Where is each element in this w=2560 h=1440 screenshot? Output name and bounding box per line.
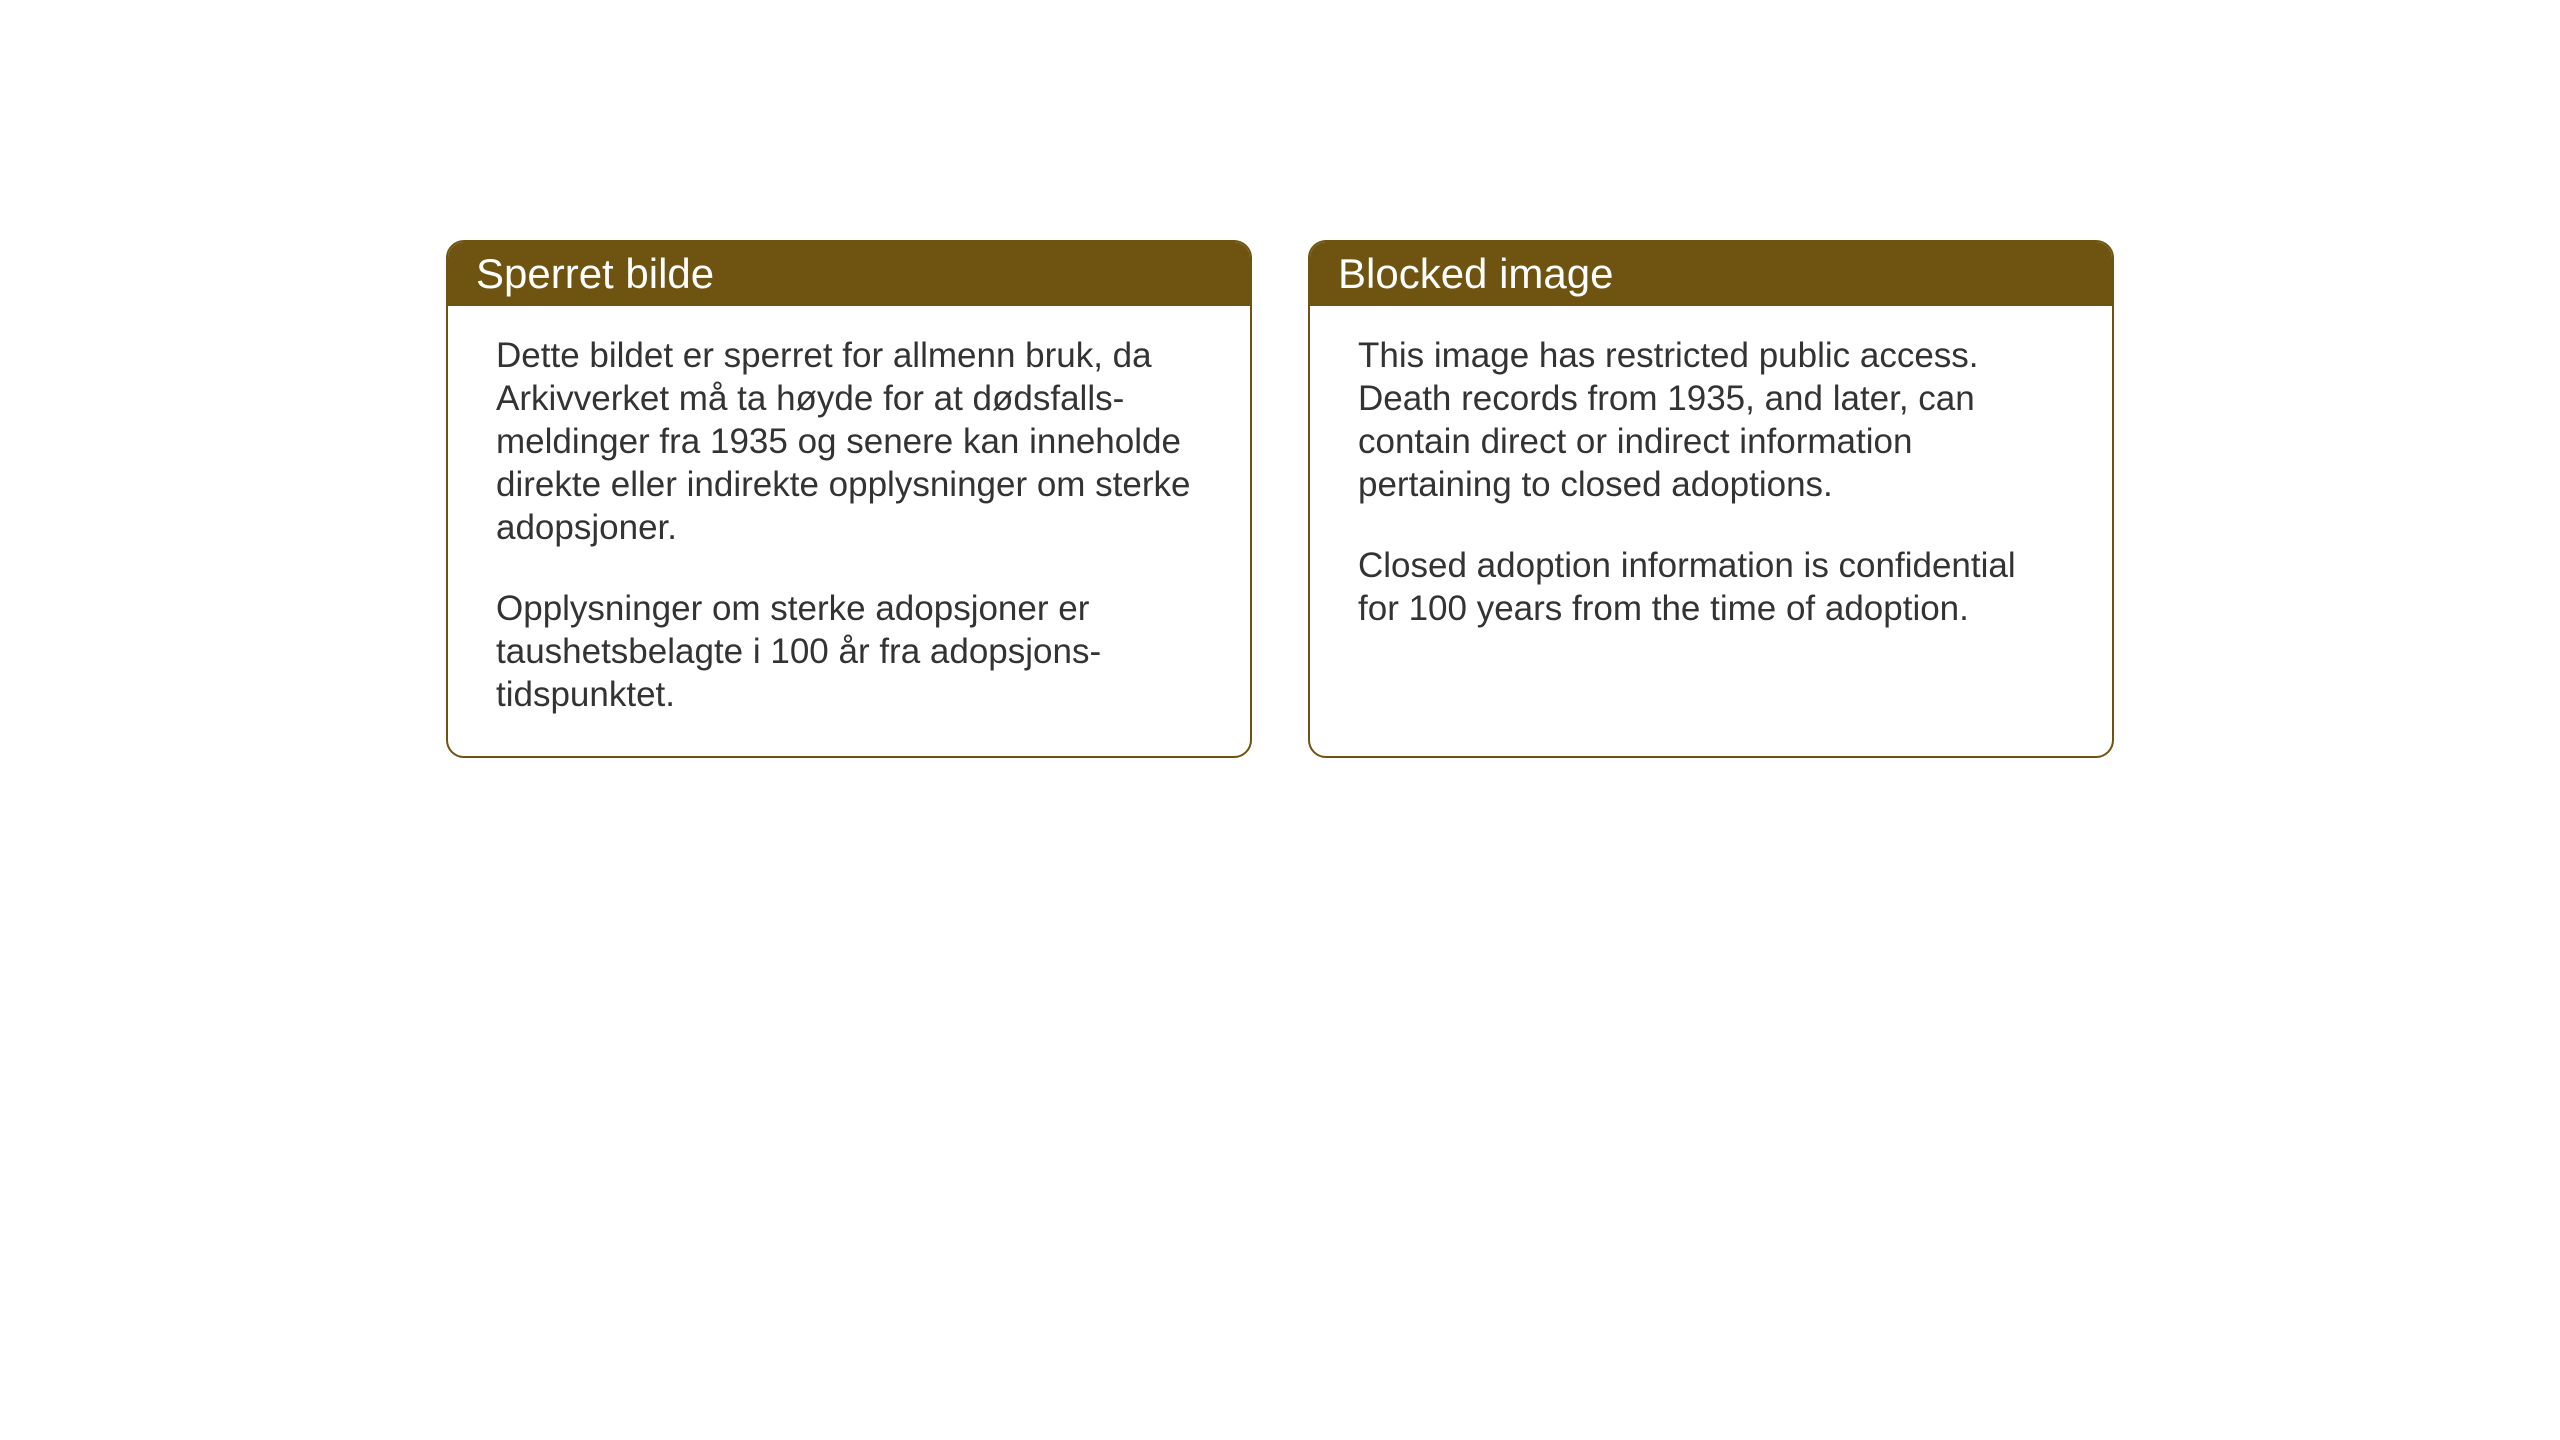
card-title: Blocked image — [1338, 250, 1613, 297]
card-header: Blocked image — [1310, 242, 2112, 306]
notice-container: Sperret bilde Dette bildet er sperret fo… — [446, 240, 2114, 758]
card-header: Sperret bilde — [448, 242, 1250, 306]
card-paragraph-2: Closed adoption information is confident… — [1358, 544, 2064, 630]
card-paragraph-1: This image has restricted public access.… — [1358, 334, 2064, 506]
card-title: Sperret bilde — [476, 250, 714, 297]
card-paragraph-1: Dette bildet er sperret for allmenn bruk… — [496, 334, 1202, 549]
notice-card-norwegian: Sperret bilde Dette bildet er sperret fo… — [446, 240, 1252, 758]
card-paragraph-2: Opplysninger om sterke adopsjoner er tau… — [496, 587, 1202, 716]
card-body: Dette bildet er sperret for allmenn bruk… — [448, 306, 1250, 756]
notice-card-english: Blocked image This image has restricted … — [1308, 240, 2114, 758]
card-body: This image has restricted public access.… — [1310, 306, 2112, 670]
